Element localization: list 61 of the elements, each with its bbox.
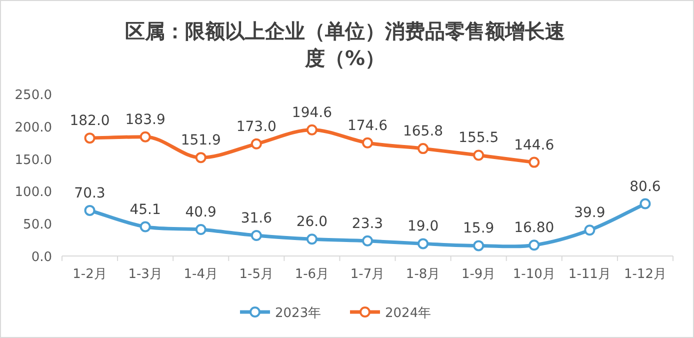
value-label: 16.80 <box>514 220 554 236</box>
point <box>195 152 206 164</box>
value-label: 45.1 <box>130 202 161 218</box>
value-label: 194.6 <box>292 104 332 121</box>
value-label: 26.0 <box>296 214 328 230</box>
value-label: 151.9 <box>180 132 221 149</box>
point <box>640 198 651 210</box>
point <box>528 156 540 168</box>
point <box>362 235 373 246</box>
ytick: 150.0 <box>14 152 52 168</box>
xtick: 1-12月 <box>624 267 666 282</box>
xtick: 1-3月 <box>128 267 162 282</box>
xtick: 1-8月 <box>406 267 440 282</box>
point <box>306 124 318 136</box>
point <box>418 143 429 154</box>
ytick: 0.0 <box>31 250 52 265</box>
value-label: 39.9 <box>574 205 606 222</box>
ytick: 100.0 <box>14 185 52 200</box>
value-label: 174.6 <box>347 118 388 134</box>
point <box>473 150 484 161</box>
ytick: 250.0 <box>14 88 52 103</box>
point <box>528 240 540 251</box>
value-label: 40.9 <box>185 204 216 220</box>
xtick: 1-9月 <box>461 267 496 282</box>
value-label: 155.5 <box>458 130 499 146</box>
value-label: 19.0 <box>407 218 439 235</box>
xtick: 1-7月 <box>350 267 385 282</box>
point <box>84 132 96 144</box>
point <box>306 234 318 245</box>
title: 区属：限额以上企业（单位）消费品零售额增长速 <box>125 19 565 43</box>
point <box>140 131 151 142</box>
xtick: 1-10月 <box>512 267 556 282</box>
value-label: 165.8 <box>403 124 444 140</box>
xtick: 1-11月 <box>568 267 611 282</box>
xtick: 1-6月 <box>294 267 330 282</box>
value-label: 70.3 <box>74 185 106 202</box>
value-label: 80.6 <box>630 178 661 195</box>
point <box>140 221 151 232</box>
point <box>195 224 206 235</box>
value-label: 183.9 <box>125 112 166 128</box>
value-label: 144.6 <box>514 137 554 154</box>
value-label: 173.0 <box>236 118 276 135</box>
value-label: 31.6 <box>240 210 272 227</box>
ytick: 50.0 <box>23 218 52 233</box>
xtick: 1-2月 <box>72 267 107 282</box>
value-label: 15.9 <box>463 220 494 237</box>
point <box>250 230 262 242</box>
legend-label: 2024年 <box>385 306 432 321</box>
xtick: 1-5月 <box>239 267 274 282</box>
xtick: 1-4月 <box>184 267 218 282</box>
ytick: 200.0 <box>14 120 52 136</box>
point <box>362 137 373 148</box>
point <box>473 240 484 252</box>
legend-label: 2023年 <box>275 306 322 321</box>
value-label: 182.0 <box>70 113 110 130</box>
point <box>418 238 429 250</box>
value-label: 23.3 <box>352 216 384 232</box>
point <box>84 204 96 216</box>
point <box>584 224 596 236</box>
title: 度（%） <box>304 46 386 70</box>
point <box>250 138 262 150</box>
